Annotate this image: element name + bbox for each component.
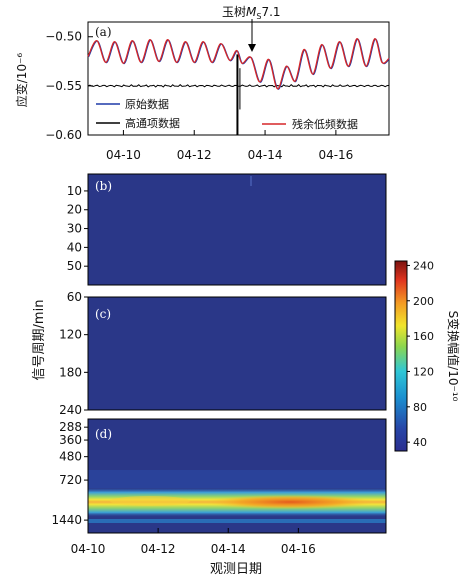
panel-d-band-peak (205, 495, 375, 509)
panel-a-xtick-label: 04-14 (248, 148, 283, 162)
panel-b-ytick-label: 40 (67, 240, 82, 254)
panel-d-xtick-label: 04-14 (211, 542, 246, 556)
panel-d-ytick-label: 1440 (51, 513, 82, 527)
panel-a-ytick-label: −0.60 (45, 128, 82, 142)
annotation-arrow-head (248, 44, 256, 52)
panel-a-xtick-label: 04-16 (318, 148, 353, 162)
panel-a-ylabel: 应变/10⁻⁶ (14, 53, 29, 108)
annotation-sub: S (256, 12, 261, 21)
panel-a-label: (a) (95, 25, 112, 39)
series-highpass (87, 84, 390, 88)
panel-d-label: (d) (95, 427, 112, 441)
panel-d-lower-trace (88, 519, 386, 523)
series-residual (87, 38, 390, 90)
legend-raw: 原始数据 (125, 97, 169, 111)
panel-c-label: (c) (95, 307, 111, 321)
panel-c-ytick-label: 180 (59, 365, 82, 379)
panel-c-ytick-label: 240 (59, 403, 82, 417)
panel-b-field (88, 174, 386, 285)
panel-d-ytick-label: 720 (59, 473, 82, 487)
colorbar-label: S变换幅值/10⁻¹⁰ (446, 311, 461, 402)
panel-b-ytick-label: 50 (67, 259, 82, 273)
panel-d-ytick-label: 480 (59, 450, 82, 464)
panel-a-line-chart: (a) −0.50 −0.55 −0.60 玉树MS7.1 原始数据 高通项数据 残… (14, 4, 390, 162)
panel-c-field (88, 297, 386, 410)
panel-b-heatmap: (b) 10 20 30 40 50 (67, 173, 387, 286)
panel-b-frame (87, 173, 387, 286)
panel-c-heatmap: (c) 60 120 180 240 (59, 290, 387, 417)
panel-a-ytick-label: −0.55 (45, 79, 82, 93)
colorbar-tick-label: 120 (413, 365, 434, 378)
shared-ylabel: 信号周期/min (32, 300, 47, 381)
panel-d-haze (88, 470, 386, 488)
colorbar-tick-label: 80 (413, 401, 427, 414)
panel-d-x-axis: 04-10 04-12 04-14 04-16 (71, 528, 316, 556)
earthquake-annotation: 玉树MS7.1 (222, 4, 281, 21)
panel-d-ytick-label: 360 (59, 433, 82, 447)
panel-c-ytick-label: 120 (59, 328, 82, 342)
colorbar: 240 200 160 120 80 40 S变换幅值/10⁻¹⁰ (394, 259, 461, 452)
panel-c-frame (87, 296, 387, 411)
panel-d-frame (87, 418, 387, 534)
colorbar-tick-label: 40 (413, 436, 427, 449)
panel-a-ytick-label: −0.50 (45, 30, 82, 44)
panel-d-xtick-label: 04-10 (71, 542, 106, 556)
legend-highpass: 高通项数据 (125, 116, 180, 130)
shared-xlabel: 观测日期 (210, 562, 262, 577)
colorbar-ticks: 240 200 160 120 80 40 (407, 259, 434, 449)
panel-d-xtick-label: 04-12 (141, 542, 176, 556)
legend-residual: 残余低频数据 (292, 117, 358, 131)
annotation-ms: M (246, 5, 257, 19)
panel-b-ytick-label: 20 (67, 203, 82, 217)
colorbar-tick-label: 240 (413, 259, 434, 272)
panel-c-y-axis: 60 120 180 240 (59, 290, 88, 417)
annotation-magnitude: 7.1 (261, 5, 280, 19)
panel-a-xtick-label: 04-12 (177, 148, 212, 162)
colorbar-scale (394, 260, 408, 452)
colorbar-tick-label: 160 (413, 330, 434, 343)
panel-d-band-left (110, 496, 190, 506)
colorbar-tick-label: 200 (413, 295, 434, 308)
panel-c-ytick-label: 60 (67, 290, 82, 304)
panel-a-xtick-label: 04-10 (106, 148, 141, 162)
panel-b-ytick-label: 30 (67, 222, 82, 236)
panel-a-y-axis: −0.50 −0.55 −0.60 (45, 30, 93, 142)
panel-d-xtick-label: 04-16 (281, 542, 316, 556)
panel-a-frame (87, 21, 390, 136)
panel-a-series (87, 38, 390, 135)
panel-b-ytick-label: 10 (67, 184, 82, 198)
panel-a-legend: 原始数据 高通项数据 残余低频数据 (96, 97, 358, 131)
panel-b-y-axis: 10 20 30 40 50 (67, 184, 88, 273)
panel-d-ytick-label: 288 (59, 420, 82, 434)
panel-a-x-axis: 04-10 04-12 04-14 04-16 (106, 130, 353, 162)
annotation-prefix: 玉树 (222, 4, 246, 19)
panel-b-label: (b) (95, 179, 112, 193)
